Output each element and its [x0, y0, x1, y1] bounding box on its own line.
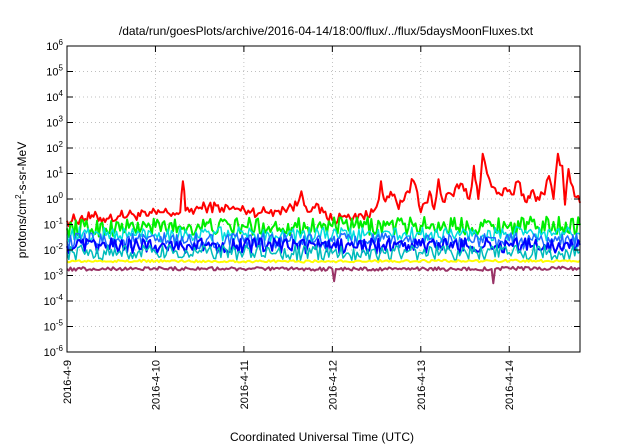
y-tick-label: 10-2 — [44, 242, 64, 257]
y-tick-label-base: 10 — [44, 245, 56, 257]
y-tick-label: 102 — [46, 140, 63, 155]
y-tick-label-base: 10 — [44, 296, 56, 308]
y-tick-label-exponent: -3 — [56, 268, 64, 277]
y-tick-label-exponent: -5 — [56, 319, 64, 328]
x-tick-label: 2016-4-12 — [327, 360, 339, 410]
series-line — [66, 265, 581, 285]
y-tick-label-base: 10 — [46, 118, 58, 130]
y-tick-label-base: 10 — [46, 92, 58, 104]
series-line — [66, 152, 581, 227]
y-tick-label: 10-1 — [44, 217, 64, 232]
y-tick-label-exponent: -6 — [56, 344, 64, 353]
y-tick-label-exponent: 1 — [59, 166, 64, 175]
y-tick-label-base: 10 — [44, 322, 56, 334]
y-tick-label-exponent: 2 — [59, 140, 64, 149]
y-tick-label-exponent: -4 — [56, 293, 64, 302]
x-tick-label: 2016-4-11 — [239, 360, 251, 409]
series-line — [66, 243, 581, 262]
y-tick-label: 10-4 — [44, 293, 64, 308]
x-tick-label: 2016-4-10 — [150, 360, 162, 410]
y-tick-label-base: 10 — [46, 41, 58, 53]
y-tick-label: 10-3 — [44, 268, 64, 283]
grid — [67, 46, 580, 352]
y-tick-label-base: 10 — [46, 143, 58, 155]
x-tick-label: 2016-4-9 — [62, 360, 74, 404]
chart-title: /data/run/goesPlots/archive/2016-04-14/1… — [119, 24, 534, 38]
y-axis-label-prefix: protons/cm — [15, 199, 29, 258]
y-tick-label-exponent: 3 — [59, 115, 64, 124]
x-tick-label: 2016-4-13 — [416, 360, 428, 410]
y-tick-label-exponent: -1 — [56, 217, 64, 226]
y-tick-label: 101 — [46, 166, 63, 181]
y-axis: 10-610-510-410-310-210-11001011021031041… — [44, 38, 580, 359]
y-tick-label: 10-6 — [44, 344, 64, 359]
y-tick-label: 10-5 — [44, 319, 64, 334]
y-tick-label-exponent: 0 — [59, 191, 64, 200]
x-axis: 2016-4-9 2016-4-10 2016-4-11 2016-4-12 2016-… — [62, 46, 516, 410]
x-axis-label: Coordinated Universal Time (UTC) — [230, 430, 414, 444]
y-tick-label-base: 10 — [46, 194, 58, 206]
x-tick-label: 2016-4-14 — [504, 360, 516, 410]
y-tick-label-exponent: 6 — [59, 38, 64, 47]
y-axis-label: protons/cm2-s-sr-MeV — [14, 142, 29, 258]
y-tick-label-exponent: 5 — [59, 64, 64, 73]
y-tick-label-base: 10 — [44, 347, 56, 359]
y-axis-label-superscript: 2 — [14, 194, 23, 199]
y-tick-label: 105 — [46, 64, 63, 79]
y-tick-label-exponent: -2 — [56, 242, 64, 251]
y-tick-label-base: 10 — [44, 271, 56, 283]
y-tick-label: 100 — [46, 191, 63, 206]
y-tick-label-base: 10 — [44, 220, 56, 232]
series-line — [66, 258, 581, 264]
y-tick-label: 104 — [46, 89, 63, 104]
y-tick-label-exponent: 4 — [59, 89, 64, 98]
y-tick-label-base: 10 — [46, 169, 58, 181]
y-axis-label-suffix: -s-sr-MeV — [15, 142, 29, 195]
y-tick-label: 103 — [46, 115, 63, 130]
y-tick-label-base: 10 — [46, 67, 58, 79]
series-group — [66, 152, 581, 285]
y-tick-label: 106 — [46, 38, 63, 53]
